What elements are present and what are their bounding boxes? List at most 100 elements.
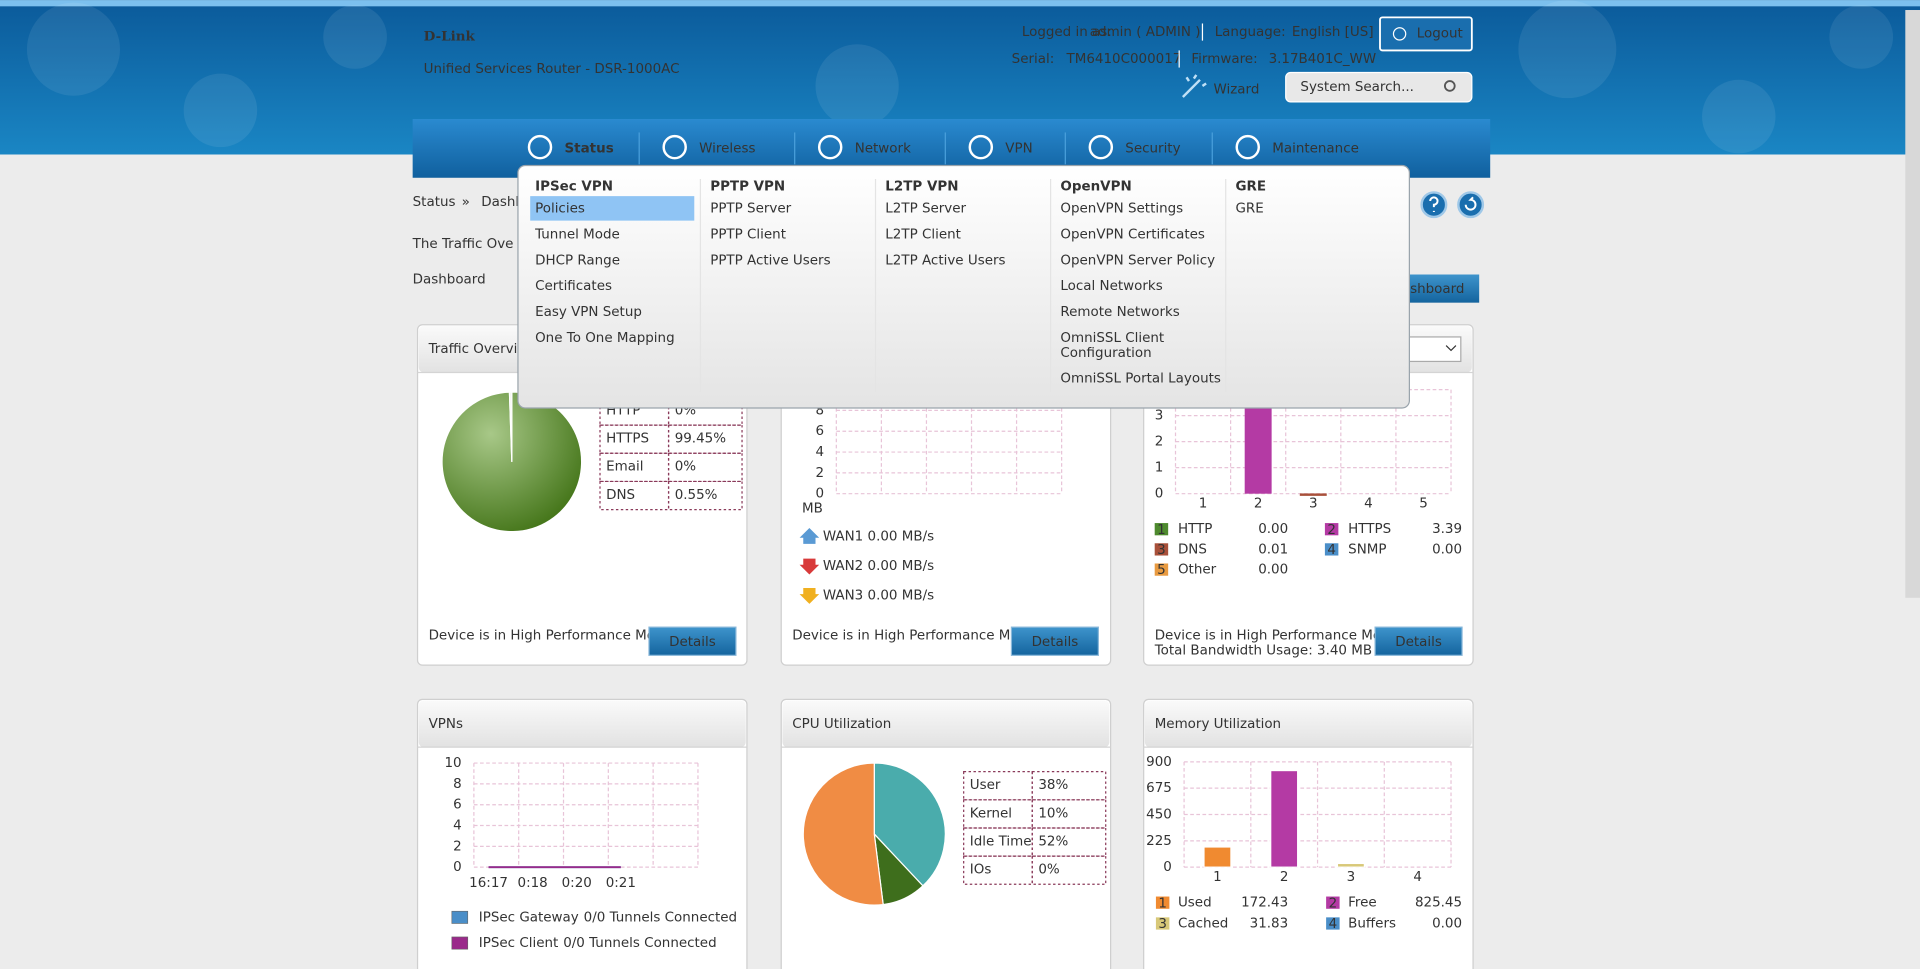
total-usage: Total Bandwidth Usage: 3.40 MB bbox=[1154, 643, 1372, 658]
menu-item[interactable]: GRE bbox=[1236, 201, 1264, 216]
nav-icon bbox=[968, 134, 994, 160]
legend-name: IPSec Gateway bbox=[479, 910, 579, 925]
serial-label: Serial: bbox=[1012, 52, 1055, 67]
y-tick-label: 0 bbox=[453, 860, 462, 875]
scrollbar[interactable] bbox=[1905, 10, 1920, 598]
legend-swatch bbox=[451, 910, 469, 924]
legend-swatch bbox=[451, 936, 469, 950]
menu-item[interactable]: OpenVPN Settings bbox=[1060, 201, 1183, 216]
wan-rate: WAN2 0.00 MB/s bbox=[823, 559, 934, 574]
legend-value: 31.83 bbox=[1250, 916, 1289, 931]
panel bbox=[416, 698, 748, 969]
nav-icon bbox=[662, 134, 687, 160]
wan-arrow bbox=[799, 527, 820, 544]
legend-name: IPSec Client bbox=[479, 936, 559, 951]
legend-name: IOs bbox=[970, 863, 992, 878]
menu-item[interactable]: Remote Networks bbox=[1060, 305, 1179, 320]
legend-name: SNMP bbox=[1348, 542, 1386, 557]
menu-item[interactable]: PPTP Active Users bbox=[710, 253, 830, 268]
menu-item[interactable]: PPTP Client bbox=[710, 227, 786, 242]
details-button-text[interactable]: Details bbox=[1395, 635, 1442, 650]
menu-item[interactable]: L2TP Server bbox=[885, 201, 966, 216]
menu-item[interactable]: One To One Mapping bbox=[535, 331, 675, 346]
menu-dropdown bbox=[517, 164, 1410, 409]
y-tick-label: 8 bbox=[816, 403, 825, 418]
search-box[interactable] bbox=[1285, 71, 1473, 103]
language-link[interactable]: English [US] bbox=[1292, 25, 1374, 40]
details-button[interactable] bbox=[1010, 626, 1099, 656]
menu-item[interactable]: Certificates bbox=[535, 279, 612, 294]
panel-title: VPNs bbox=[429, 717, 463, 732]
breadcrumb-link[interactable]: Status bbox=[413, 195, 456, 210]
menu-item[interactable]: L2TP Active Users bbox=[885, 253, 1005, 268]
menu-item[interactable]: Policies bbox=[535, 201, 585, 216]
menu-item[interactable]: Tunnel Mode bbox=[534, 227, 620, 242]
legend-value: 0.01 bbox=[1258, 542, 1288, 557]
x-tick-label: 0:18 bbox=[518, 876, 548, 891]
menu-item[interactable]: OpenVPN Server Policy bbox=[1060, 253, 1215, 268]
wizard-link[interactable]: Wizard bbox=[1213, 83, 1259, 98]
y-tick-label: 900 bbox=[1146, 755, 1172, 770]
details-button[interactable] bbox=[1374, 626, 1463, 656]
nav-item[interactable]: Wireless bbox=[699, 141, 755, 156]
legend-swatch bbox=[1324, 523, 1339, 536]
details-button-text[interactable]: Details bbox=[1032, 635, 1079, 650]
logout-button[interactable] bbox=[1379, 16, 1473, 52]
logged-in-label: Logged in as: bbox=[1022, 25, 1112, 40]
legend-name: DNS bbox=[1178, 542, 1207, 557]
menu-item[interactable]: DHCP Range bbox=[535, 253, 620, 268]
menu-item[interactable]: OpenVPN Certificates bbox=[1060, 227, 1204, 242]
wizard-icon bbox=[1181, 74, 1207, 98]
nav-item[interactable]: Status bbox=[564, 141, 613, 156]
header-bubbles bbox=[26, 0, 1894, 154]
panel-title: CPU Utilization bbox=[792, 717, 891, 732]
language-label: Language: bbox=[1215, 25, 1286, 40]
menu-item[interactable]: PPTP Server bbox=[710, 201, 791, 216]
nav-item[interactable]: Security bbox=[1125, 141, 1180, 156]
panel-title: Memory Utilization bbox=[1155, 717, 1281, 732]
pie-slice bbox=[508, 391, 513, 462]
legend-value: 3.39 bbox=[1432, 522, 1462, 537]
legend-swatch bbox=[1155, 896, 1170, 909]
y-tick-label: 1 bbox=[1155, 461, 1164, 476]
y-tick-label: 2 bbox=[1155, 435, 1164, 450]
panel-header bbox=[1144, 700, 1472, 748]
legend-value: 825.45 bbox=[1415, 896, 1462, 911]
details-button-text[interactable]: Details bbox=[669, 635, 716, 650]
details-button[interactable] bbox=[648, 626, 737, 656]
legend-value: 0.00 bbox=[1258, 522, 1288, 537]
refresh-button[interactable] bbox=[1457, 191, 1485, 219]
menu-item[interactable]: OmniSSL Client Configuration bbox=[1060, 331, 1164, 361]
legend-name: HTTPS bbox=[1348, 522, 1391, 537]
menu-item[interactable]: Easy VPN Setup bbox=[535, 305, 642, 320]
menu-item[interactable]: OmniSSL Portal Layouts bbox=[1060, 372, 1220, 387]
legend-cell bbox=[963, 855, 1033, 885]
bar bbox=[1299, 493, 1327, 496]
nav-item[interactable]: Network bbox=[855, 141, 911, 156]
x-tick-label: 4 bbox=[1364, 496, 1373, 511]
nav-item[interactable]: VPN bbox=[1005, 141, 1032, 156]
legend-name: Idle Time bbox=[970, 834, 1032, 849]
x-tick-label: 3 bbox=[1347, 870, 1356, 885]
bar bbox=[1336, 862, 1365, 868]
menu-item[interactable]: Local Networks bbox=[1060, 279, 1162, 294]
logout-text[interactable]: Logout bbox=[1417, 26, 1463, 41]
wan-rate: WAN3 0.00 MB/s bbox=[823, 588, 934, 603]
menu-heading: OpenVPN bbox=[1060, 179, 1131, 194]
menu-item[interactable]: L2TP Client bbox=[885, 227, 961, 242]
top-stripe bbox=[0, 0, 1920, 7]
legend-cell bbox=[963, 827, 1033, 857]
panel bbox=[1143, 698, 1474, 969]
logout-icon bbox=[1392, 27, 1407, 41]
legend-cell bbox=[963, 771, 1033, 801]
x-tick-label: 0:21 bbox=[606, 876, 636, 891]
x-tick-label: 16:17 bbox=[469, 876, 508, 891]
breadcrumb-separator: » bbox=[462, 195, 470, 210]
legend-name: DNS bbox=[606, 488, 635, 503]
legend-name: HTTP bbox=[1178, 522, 1212, 537]
x-tick-label: 3 bbox=[1309, 496, 1318, 511]
legend-cell bbox=[667, 480, 743, 511]
icon-glyph bbox=[1429, 196, 1439, 213]
nav-item[interactable]: Maintenance bbox=[1272, 141, 1359, 156]
